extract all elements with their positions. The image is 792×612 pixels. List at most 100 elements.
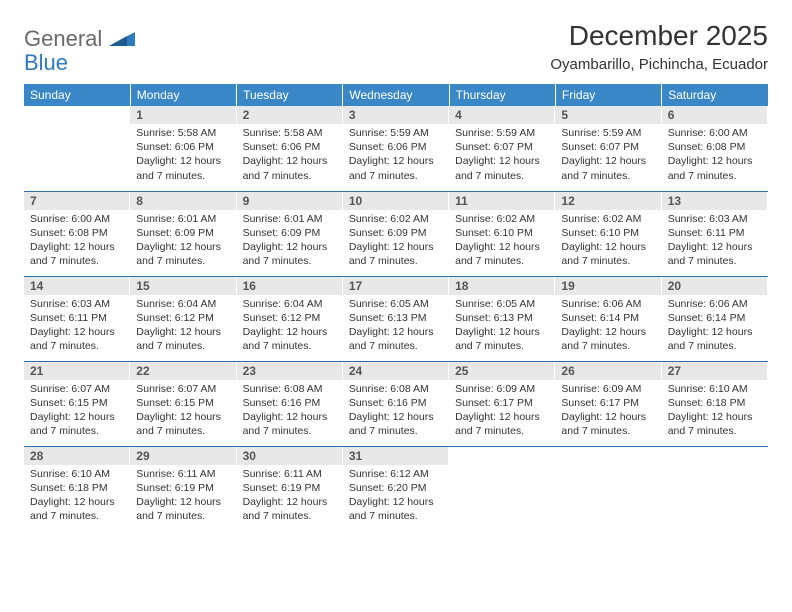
- daynum-bar: 20: [662, 277, 768, 295]
- daynum-bar: 31: [343, 447, 449, 465]
- calendar-row: 28Sunrise: 6:10 AMSunset: 6:18 PMDayligh…: [24, 446, 768, 531]
- calendar-cell: 23Sunrise: 6:08 AMSunset: 6:16 PMDayligh…: [237, 361, 343, 446]
- calendar-cell: 17Sunrise: 6:05 AMSunset: 6:13 PMDayligh…: [343, 276, 449, 361]
- calendar-cell: [24, 106, 130, 191]
- calendar-cell: 25Sunrise: 6:09 AMSunset: 6:17 PMDayligh…: [449, 361, 555, 446]
- daynum-bar: 30: [237, 447, 343, 465]
- calendar-cell: 20Sunrise: 6:06 AMSunset: 6:14 PMDayligh…: [662, 276, 768, 361]
- calendar-cell: 31Sunrise: 6:12 AMSunset: 6:20 PMDayligh…: [343, 446, 449, 531]
- daynum-bar: 3: [343, 106, 449, 124]
- calendar-cell: 11Sunrise: 6:02 AMSunset: 6:10 PMDayligh…: [449, 191, 555, 276]
- calendar-cell: 24Sunrise: 6:08 AMSunset: 6:16 PMDayligh…: [343, 361, 449, 446]
- daynum-bar: 28: [24, 447, 130, 465]
- weekday-header: Sunday: [24, 84, 130, 106]
- title-block: December 2025 Oyambarillo, Pichincha, Ec…: [550, 20, 768, 73]
- calendar-cell: 8Sunrise: 6:01 AMSunset: 6:09 PMDaylight…: [130, 191, 236, 276]
- calendar-table: SundayMondayTuesdayWednesdayThursdayFrid…: [24, 84, 768, 531]
- calendar-cell: 5Sunrise: 5:59 AMSunset: 6:07 PMDaylight…: [555, 106, 661, 191]
- daynum-bar: 16: [237, 277, 343, 295]
- calendar-cell: 18Sunrise: 6:05 AMSunset: 6:13 PMDayligh…: [449, 276, 555, 361]
- daynum-bar: 27: [662, 362, 768, 380]
- daynum-bar-empty: [662, 447, 768, 465]
- day-details: Sunrise: 6:10 AMSunset: 6:18 PMDaylight:…: [24, 465, 130, 528]
- day-details: Sunrise: 6:09 AMSunset: 6:17 PMDaylight:…: [449, 380, 555, 443]
- calendar-cell: [449, 446, 555, 531]
- calendar-cell: 19Sunrise: 6:06 AMSunset: 6:14 PMDayligh…: [555, 276, 661, 361]
- day-details: Sunrise: 5:58 AMSunset: 6:06 PMDaylight:…: [237, 124, 343, 187]
- day-details: Sunrise: 6:02 AMSunset: 6:10 PMDaylight:…: [449, 210, 555, 273]
- calendar-cell: 28Sunrise: 6:10 AMSunset: 6:18 PMDayligh…: [24, 446, 130, 531]
- day-details: Sunrise: 6:05 AMSunset: 6:13 PMDaylight:…: [449, 295, 555, 358]
- month-title: December 2025: [550, 20, 768, 52]
- daynum-bar: 10: [343, 192, 449, 210]
- brand-word2: Blue: [24, 50, 68, 76]
- daynum-bar: 6: [662, 106, 768, 124]
- day-details: Sunrise: 5:59 AMSunset: 6:07 PMDaylight:…: [449, 124, 555, 187]
- day-details: Sunrise: 6:12 AMSunset: 6:20 PMDaylight:…: [343, 465, 449, 528]
- daynum-bar: 29: [130, 447, 236, 465]
- calendar-cell: 30Sunrise: 6:11 AMSunset: 6:19 PMDayligh…: [237, 446, 343, 531]
- calendar-row: 14Sunrise: 6:03 AMSunset: 6:11 PMDayligh…: [24, 276, 768, 361]
- weekday-header: Thursday: [449, 84, 555, 106]
- daynum-bar: 8: [130, 192, 236, 210]
- daynum-bar: 4: [449, 106, 555, 124]
- daynum-bar: 24: [343, 362, 449, 380]
- header: General Blue December 2025 Oyambarillo, …: [24, 20, 768, 76]
- day-details: Sunrise: 6:07 AMSunset: 6:15 PMDaylight:…: [130, 380, 236, 443]
- day-details: Sunrise: 5:59 AMSunset: 6:06 PMDaylight:…: [343, 124, 449, 187]
- day-details: Sunrise: 6:04 AMSunset: 6:12 PMDaylight:…: [130, 295, 236, 358]
- daynum-bar: 26: [555, 362, 661, 380]
- daynum-bar: 18: [449, 277, 555, 295]
- daynum-bar: 7: [24, 192, 130, 210]
- day-details: Sunrise: 5:58 AMSunset: 6:06 PMDaylight:…: [130, 124, 236, 187]
- daynum-bar: 12: [555, 192, 661, 210]
- day-details: Sunrise: 6:09 AMSunset: 6:17 PMDaylight:…: [555, 380, 661, 443]
- daynum-bar: 23: [237, 362, 343, 380]
- daynum-bar: 22: [130, 362, 236, 380]
- calendar-cell: 26Sunrise: 6:09 AMSunset: 6:17 PMDayligh…: [555, 361, 661, 446]
- daynum-bar: 11: [449, 192, 555, 210]
- brand-triangle-icon: [109, 33, 135, 50]
- calendar-cell: 14Sunrise: 6:03 AMSunset: 6:11 PMDayligh…: [24, 276, 130, 361]
- day-details: Sunrise: 6:11 AMSunset: 6:19 PMDaylight:…: [237, 465, 343, 528]
- calendar-row: 7Sunrise: 6:00 AMSunset: 6:08 PMDaylight…: [24, 191, 768, 276]
- daynum-bar: 19: [555, 277, 661, 295]
- day-details: Sunrise: 6:00 AMSunset: 6:08 PMDaylight:…: [662, 124, 768, 187]
- day-details: Sunrise: 6:02 AMSunset: 6:10 PMDaylight:…: [555, 210, 661, 273]
- day-details: Sunrise: 6:05 AMSunset: 6:13 PMDaylight:…: [343, 295, 449, 358]
- calendar-cell: 7Sunrise: 6:00 AMSunset: 6:08 PMDaylight…: [24, 191, 130, 276]
- day-details: Sunrise: 6:04 AMSunset: 6:12 PMDaylight:…: [237, 295, 343, 358]
- daynum-bar-empty: [449, 447, 555, 465]
- day-details: Sunrise: 6:01 AMSunset: 6:09 PMDaylight:…: [237, 210, 343, 273]
- day-details: Sunrise: 6:11 AMSunset: 6:19 PMDaylight:…: [130, 465, 236, 528]
- day-details: Sunrise: 6:00 AMSunset: 6:08 PMDaylight:…: [24, 210, 130, 273]
- brand-word1: General: [24, 26, 102, 51]
- daynum-bar-empty: [24, 106, 130, 124]
- weekday-header-row: SundayMondayTuesdayWednesdayThursdayFrid…: [24, 84, 768, 106]
- location-text: Oyambarillo, Pichincha, Ecuador: [550, 56, 768, 73]
- day-details: Sunrise: 6:03 AMSunset: 6:11 PMDaylight:…: [24, 295, 130, 358]
- daynum-bar: 14: [24, 277, 130, 295]
- daynum-bar: 2: [237, 106, 343, 124]
- weekday-header: Wednesday: [343, 84, 449, 106]
- calendar-body: 1Sunrise: 5:58 AMSunset: 6:06 PMDaylight…: [24, 106, 768, 531]
- calendar-cell: 22Sunrise: 6:07 AMSunset: 6:15 PMDayligh…: [130, 361, 236, 446]
- daynum-bar: 15: [130, 277, 236, 295]
- calendar-cell: 6Sunrise: 6:00 AMSunset: 6:08 PMDaylight…: [662, 106, 768, 191]
- calendar-cell: [555, 446, 661, 531]
- calendar-cell: 15Sunrise: 6:04 AMSunset: 6:12 PMDayligh…: [130, 276, 236, 361]
- day-details: Sunrise: 6:06 AMSunset: 6:14 PMDaylight:…: [555, 295, 661, 358]
- calendar-cell: 1Sunrise: 5:58 AMSunset: 6:06 PMDaylight…: [130, 106, 236, 191]
- day-details: Sunrise: 6:07 AMSunset: 6:15 PMDaylight:…: [24, 380, 130, 443]
- daynum-bar: 5: [555, 106, 661, 124]
- calendar-cell: 3Sunrise: 5:59 AMSunset: 6:06 PMDaylight…: [343, 106, 449, 191]
- day-details: Sunrise: 6:08 AMSunset: 6:16 PMDaylight:…: [237, 380, 343, 443]
- daynum-bar-empty: [555, 447, 661, 465]
- day-details: Sunrise: 6:10 AMSunset: 6:18 PMDaylight:…: [662, 380, 768, 443]
- calendar-row: 1Sunrise: 5:58 AMSunset: 6:06 PMDaylight…: [24, 106, 768, 191]
- brand-logo: General Blue: [24, 26, 135, 76]
- day-details: Sunrise: 6:02 AMSunset: 6:09 PMDaylight:…: [343, 210, 449, 273]
- day-details: Sunrise: 6:08 AMSunset: 6:16 PMDaylight:…: [343, 380, 449, 443]
- daynum-bar: 1: [130, 106, 236, 124]
- weekday-header: Saturday: [662, 84, 768, 106]
